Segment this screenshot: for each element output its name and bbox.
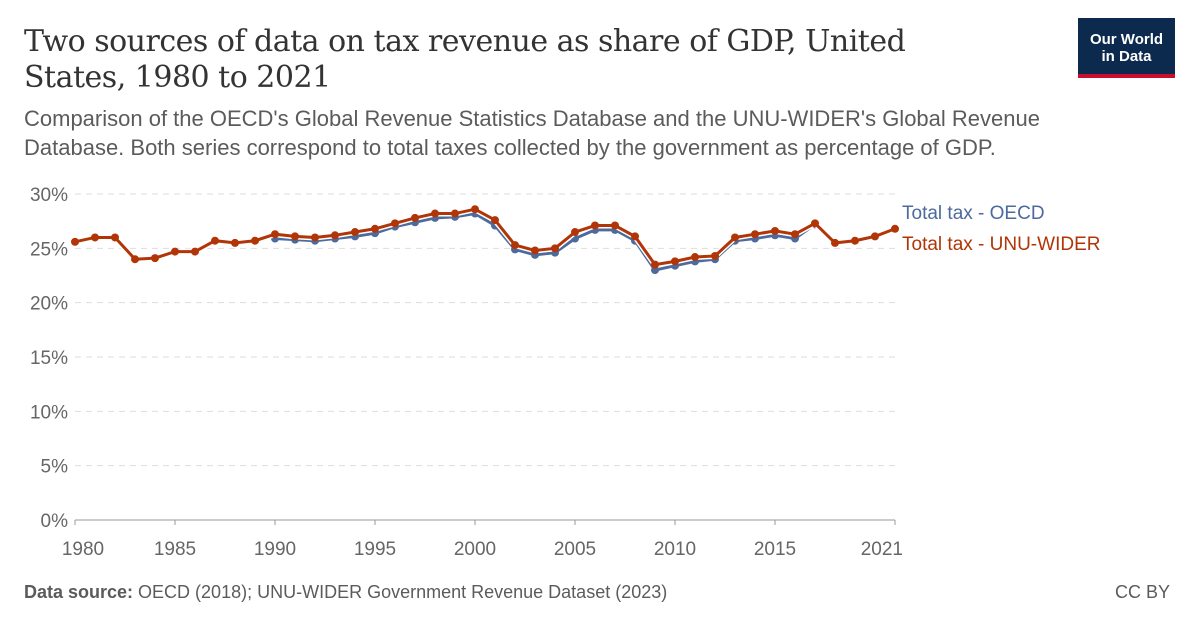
- data-point: [711, 251, 719, 260]
- x-tick-label: 1985: [154, 539, 196, 560]
- data-point: [471, 205, 479, 214]
- chart-subtitle: Comparison of the OECD's Global Revenue …: [24, 106, 1040, 160]
- data-point: [391, 219, 399, 228]
- legend-label: Total tax - UNU-WIDER: [902, 234, 1100, 255]
- data-point: [411, 213, 419, 222]
- logo-line-1: Our World: [1089, 31, 1164, 48]
- data-point: [111, 233, 119, 242]
- x-tick-label: 1980: [62, 539, 104, 560]
- data-point: [431, 209, 439, 218]
- data-point: [371, 224, 379, 233]
- data-point: [91, 233, 99, 242]
- data-point: [191, 247, 199, 256]
- legend-label: Total tax - OECD: [902, 203, 1045, 224]
- data-point: [351, 228, 359, 237]
- data-point: [671, 257, 679, 266]
- y-tick-label: 10%: [30, 402, 68, 423]
- x-tick-label: 2015: [754, 539, 796, 560]
- data-point: [531, 246, 539, 255]
- data-point: [811, 219, 819, 228]
- data-point: [831, 238, 839, 247]
- data-point: [271, 230, 279, 239]
- data-point: [751, 230, 759, 239]
- data-point: [131, 255, 139, 264]
- data-point: [791, 230, 799, 239]
- data-point: [731, 233, 739, 242]
- y-tick-label: 0%: [41, 511, 69, 532]
- data-point: [871, 232, 879, 241]
- data-point: [71, 237, 79, 246]
- data-point: [571, 228, 579, 237]
- license[interactable]: CC BY: [1114, 582, 1170, 602]
- data-point: [511, 241, 519, 250]
- y-tick-label: 20%: [30, 294, 68, 315]
- data-point: [651, 260, 659, 269]
- data-point: [691, 253, 699, 262]
- y-tick-label: 15%: [30, 348, 68, 369]
- data-point: [151, 254, 159, 263]
- data-point: [491, 216, 499, 225]
- data-point: [231, 238, 239, 247]
- data-point: [291, 232, 299, 241]
- data-point: [891, 224, 899, 233]
- data-point: [591, 221, 599, 230]
- data-point: [851, 236, 859, 245]
- x-tick-label: 1995: [354, 539, 396, 560]
- logo-line-2: in Data: [1101, 48, 1152, 65]
- source-text[interactable]: OECD (2018); UNU-WIDER Government Revenu…: [133, 582, 668, 602]
- data-point: [551, 244, 559, 253]
- chart-title: Two sources of data on tax revenue as sh…: [24, 24, 906, 95]
- data-point: [611, 221, 619, 230]
- owid-logo[interactable]: Our World in Data: [1078, 18, 1175, 78]
- x-tick-label: 2000: [454, 539, 496, 560]
- data-point: [251, 236, 259, 245]
- data-point: [211, 236, 219, 245]
- y-tick-label: 25%: [30, 239, 68, 260]
- source-label: Data source:: [24, 582, 134, 602]
- data-point: [171, 247, 179, 256]
- data-source: Data source: OECD (2018); UNU-WIDER Gove…: [24, 582, 667, 603]
- x-tick-label: 2010: [654, 539, 696, 560]
- x-tick-label: 1990: [254, 539, 296, 560]
- x-tick-label: 2005: [554, 539, 596, 560]
- data-point: [631, 232, 639, 241]
- y-tick-label: 5%: [41, 457, 69, 478]
- x-tick-label: 2021: [861, 539, 903, 560]
- data-point: [311, 233, 319, 242]
- y-tick-label: 30%: [30, 185, 68, 206]
- data-point: [331, 231, 339, 240]
- data-point: [451, 209, 459, 218]
- data-point: [771, 226, 779, 235]
